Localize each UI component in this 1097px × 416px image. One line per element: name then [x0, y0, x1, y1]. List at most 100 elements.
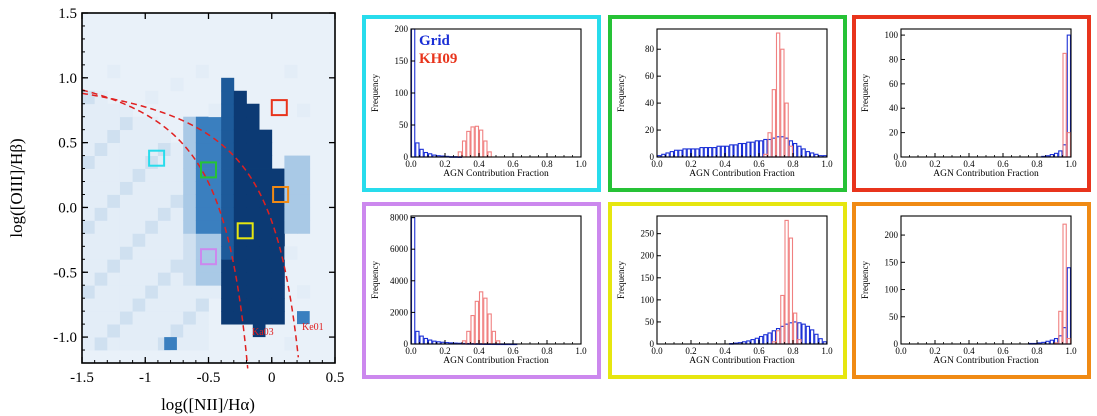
- heatmap-cell: [145, 142, 159, 156]
- heatmap-cell: [82, 298, 96, 312]
- heatmap-cell: [107, 324, 121, 338]
- heatmap-cell: [246, 103, 260, 118]
- region-marker: [148, 149, 166, 167]
- heatmap-cell: [119, 233, 133, 247]
- heatmap-cell: [157, 233, 171, 247]
- heatmap-cell: [259, 181, 273, 195]
- heatmap-cell: [297, 285, 311, 299]
- x-tick-label: 0.4: [473, 346, 485, 356]
- heatmap-cell: [183, 337, 197, 351]
- histogram-panel: 0.0 0.2 0.4 0.6 0.8 1.0 0 2000 4000 6000 8000 AGN C…: [362, 202, 601, 379]
- heatmap-cell: [170, 142, 184, 156]
- heatmap-cell: [132, 272, 146, 286]
- heatmap-cell: [259, 168, 273, 182]
- heatmap-cell: [82, 324, 96, 338]
- x-tick-label: 1.0: [821, 346, 833, 356]
- y-axis-title: Frequency: [370, 261, 380, 299]
- heatmap-cell: [107, 246, 121, 260]
- bpt-curve-label-ke01: Ke01: [302, 322, 324, 333]
- heatmap-cell: [170, 324, 184, 338]
- heatmap-cell: [183, 233, 197, 247]
- heatmap-cell: [107, 168, 121, 182]
- heatmap-cell: [284, 207, 298, 221]
- heatmap-cell: [221, 103, 235, 118]
- heatmap-cell: [132, 246, 146, 260]
- heatmap-cell: [119, 207, 133, 221]
- heatmap-cell: [271, 181, 285, 195]
- heatmap-cell: [119, 220, 133, 234]
- heatmap-cell: [132, 337, 146, 351]
- y-axis-title: Frequency: [616, 74, 626, 112]
- x-tick-label: 0.8: [787, 346, 799, 356]
- heatmap-cell: [246, 155, 260, 169]
- heatmap-cell: [119, 285, 133, 299]
- heatmap-cell: [145, 337, 159, 351]
- y-tick-label: 200: [641, 251, 655, 261]
- heatmap-cell: [119, 298, 133, 312]
- heatmap-cell: [157, 311, 171, 325]
- heatmap-cell: [183, 311, 197, 325]
- heatmap-cell: [233, 311, 247, 325]
- heatmap-cell: [145, 324, 159, 338]
- heatmap-cell: [157, 298, 171, 312]
- y-tick-label: 50: [645, 317, 655, 327]
- heatmap-cell: [94, 194, 108, 208]
- heatmap-cell: [246, 129, 260, 144]
- heatmap-cell: [233, 90, 247, 105]
- x-tick-label: 0.0: [651, 346, 663, 356]
- region-markers: [148, 99, 290, 266]
- heatmap-cell: [271, 246, 285, 260]
- x-tick-label: 0: [268, 370, 276, 386]
- heatmap-cell: [259, 233, 273, 247]
- heatmap-cell: [157, 207, 171, 221]
- heatmap-cell: [107, 103, 121, 118]
- heatmap-cell: [183, 246, 197, 260]
- heatmap-cell: [82, 246, 96, 260]
- y-tick-label: 0: [650, 152, 655, 162]
- heatmap-cell: [195, 324, 209, 338]
- ka03-curve: [81, 89, 249, 369]
- legend-entry: KH09: [419, 51, 457, 67]
- y-tick-label: 4000: [390, 276, 409, 286]
- x-tick-label: 0.8: [1031, 159, 1043, 169]
- heatmap-cell: [221, 90, 235, 105]
- heatmap-cell: [233, 142, 247, 156]
- heatmap-cell: [246, 194, 260, 208]
- y-tick-label: 40: [645, 98, 655, 108]
- x-tick-label: 1.0: [575, 159, 587, 169]
- heatmap-cell: [284, 246, 298, 260]
- heatmap-cell: [94, 337, 108, 351]
- panel-frame: [608, 15, 847, 192]
- y-axis-title: Frequency: [860, 74, 870, 112]
- heatmap-cell: [145, 285, 159, 299]
- x-tick-label: 0.0: [651, 159, 663, 169]
- y-tick-label: 60: [645, 71, 655, 81]
- heatmap-cell: [208, 194, 222, 208]
- heatmap-cell: [195, 168, 209, 182]
- heatmap-cell: [170, 207, 184, 221]
- heatmap-cell: [259, 311, 273, 325]
- heatmap-cell: [221, 116, 235, 131]
- y-tick-label: 0: [404, 339, 409, 349]
- heatmap-cell: [94, 90, 108, 105]
- heatmap-cell: [246, 259, 260, 273]
- heatmap-cell: [221, 168, 235, 182]
- heatmap-cell: [107, 116, 121, 131]
- heatmap-cell: [119, 259, 133, 273]
- x-axis-title: AGN Contribution Fraction: [689, 169, 795, 179]
- heatmap-cell: [259, 298, 273, 312]
- heatmap-cell: [233, 116, 247, 131]
- heatmap-cell: [170, 311, 184, 325]
- heatmap-cell: [252, 324, 266, 338]
- x-tick-label: 0.6: [753, 346, 765, 356]
- heatmap-cell: [145, 246, 159, 260]
- heatmap-cell: [183, 194, 197, 208]
- heatmap-cell: [82, 155, 96, 169]
- heatmap-cell: [119, 168, 133, 182]
- heatmap-cell: [132, 233, 146, 247]
- heatmap-cell: [82, 194, 96, 208]
- heatmap-cell: [107, 337, 121, 351]
- heatmap-cell: [271, 311, 285, 325]
- heatmap-cell: [164, 337, 177, 351]
